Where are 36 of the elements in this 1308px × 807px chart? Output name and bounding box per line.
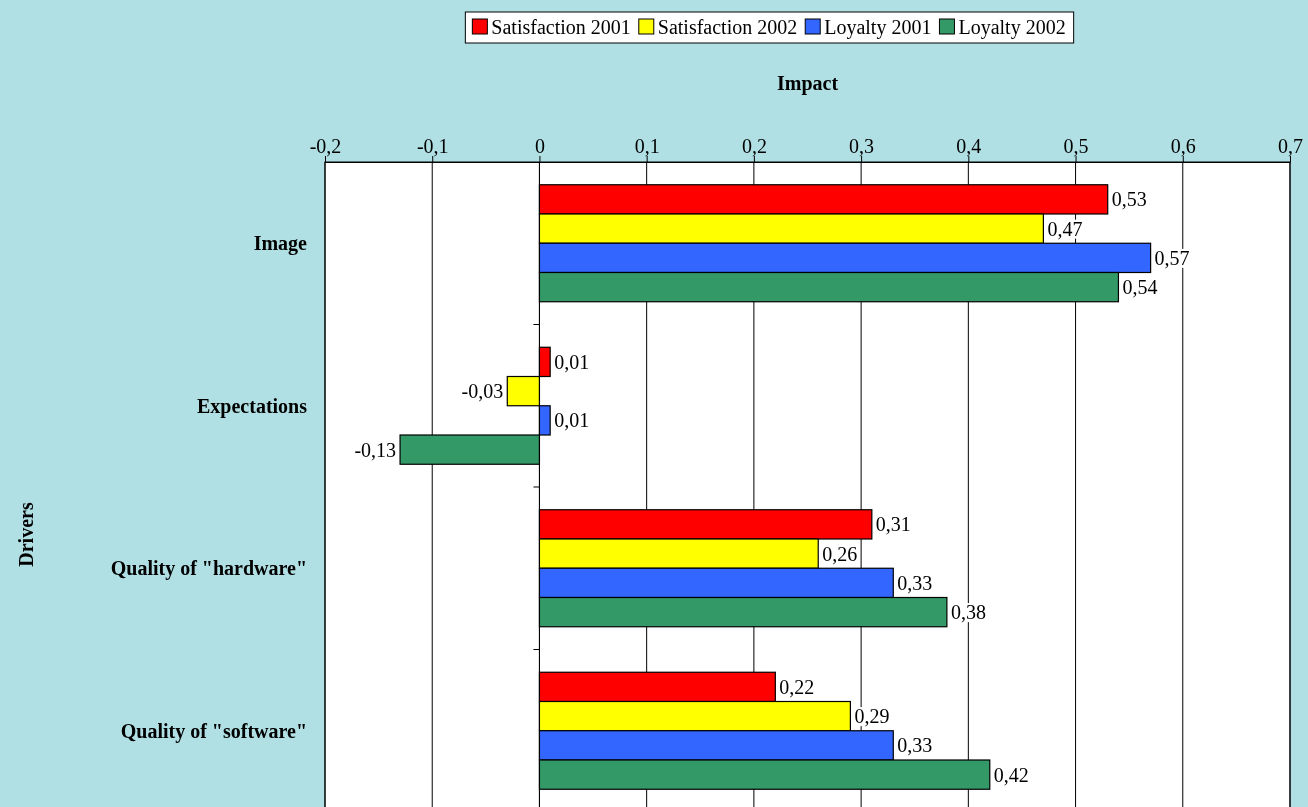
x-axis-title: Impact: [776, 72, 839, 95]
data-label: 0,26: [822, 542, 858, 565]
data-label: 0,42: [993, 763, 1029, 786]
data-label: 0,38: [950, 601, 986, 624]
data-label: 0,33: [897, 571, 933, 594]
data-label: 0,57: [1154, 246, 1190, 269]
data-label: 0,54: [1122, 276, 1158, 299]
y-tick-label: Image: [253, 232, 308, 256]
data-label: 0,01: [554, 350, 590, 373]
data-label: 0,22: [779, 675, 815, 698]
data-label: 0,47: [1047, 217, 1083, 240]
data-label: 0,53: [1111, 188, 1147, 211]
x-tick-label: 0,4: [956, 135, 982, 157]
legend-label: Satisfaction 2001: [491, 16, 631, 38]
data-label: 0,33: [897, 734, 933, 757]
data-label: 0,29: [854, 705, 890, 728]
x-tick-label: 0,2: [741, 135, 767, 157]
data-label: 0,31: [875, 513, 911, 536]
y-axis-title: Drivers: [15, 502, 37, 567]
data-label: -0,03: [461, 380, 504, 403]
legend-label: Satisfaction 2002: [657, 16, 798, 38]
x-tick-label: 0,7: [1278, 135, 1303, 157]
data-label: -0,13: [354, 438, 397, 461]
x-tick-label: 0: [534, 135, 545, 157]
y-tick-label: Quality of "hardware": [110, 557, 307, 581]
x-tick-label: -0,1: [416, 135, 449, 157]
y-tick-label: Quality of "software": [120, 719, 307, 743]
x-tick-label: 0,5: [1063, 135, 1089, 157]
legend-label: Loyalty 2001: [824, 16, 932, 39]
x-tick-label: 0,3: [849, 135, 875, 157]
data-label: 0,01: [554, 409, 590, 432]
x-tick-label: -0,2: [309, 135, 342, 157]
legend-label: Loyalty 2002: [958, 16, 1066, 39]
y-tick-label: Expectations: [197, 394, 308, 418]
x-tick-label: 0,6: [1170, 135, 1196, 157]
x-tick-label: 0,1: [634, 135, 660, 157]
